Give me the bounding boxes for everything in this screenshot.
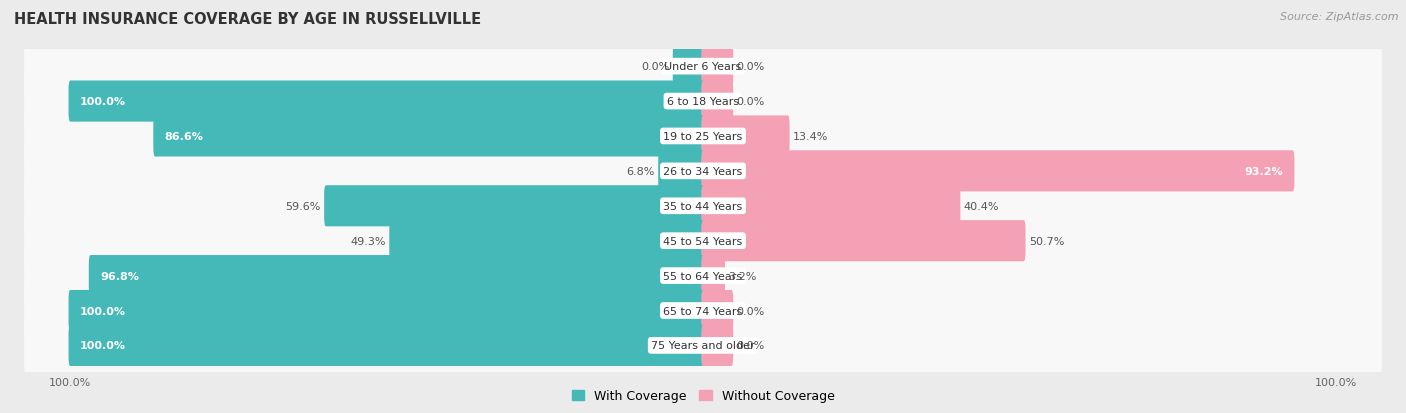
- FancyBboxPatch shape: [702, 221, 1025, 261]
- Text: 19 to 25 Years: 19 to 25 Years: [664, 132, 742, 142]
- FancyBboxPatch shape: [702, 186, 960, 227]
- Text: 45 to 54 Years: 45 to 54 Years: [664, 236, 742, 246]
- Text: 40.4%: 40.4%: [963, 201, 1000, 211]
- Text: 6.8%: 6.8%: [627, 166, 655, 176]
- Text: 0.0%: 0.0%: [737, 306, 765, 316]
- FancyBboxPatch shape: [24, 282, 1382, 339]
- Text: 35 to 44 Years: 35 to 44 Years: [664, 201, 742, 211]
- Text: 75 Years and older: 75 Years and older: [651, 341, 755, 351]
- FancyBboxPatch shape: [153, 116, 704, 157]
- FancyBboxPatch shape: [24, 247, 1382, 305]
- FancyBboxPatch shape: [389, 221, 704, 261]
- FancyBboxPatch shape: [24, 212, 1382, 270]
- FancyBboxPatch shape: [672, 46, 704, 88]
- FancyBboxPatch shape: [89, 255, 704, 297]
- FancyBboxPatch shape: [24, 142, 1382, 200]
- Text: 6 to 18 Years: 6 to 18 Years: [666, 97, 740, 107]
- Legend: With Coverage, Without Coverage: With Coverage, Without Coverage: [567, 385, 839, 407]
- FancyBboxPatch shape: [69, 325, 704, 366]
- Text: 50.7%: 50.7%: [1029, 236, 1064, 246]
- FancyBboxPatch shape: [702, 46, 734, 88]
- Text: 100.0%: 100.0%: [80, 97, 125, 107]
- Text: 0.0%: 0.0%: [737, 62, 765, 72]
- FancyBboxPatch shape: [702, 290, 734, 331]
- Text: 3.2%: 3.2%: [728, 271, 756, 281]
- Text: 93.2%: 93.2%: [1244, 166, 1284, 176]
- Text: 13.4%: 13.4%: [793, 132, 828, 142]
- Text: 55 to 64 Years: 55 to 64 Years: [664, 271, 742, 281]
- FancyBboxPatch shape: [702, 116, 790, 157]
- Text: 0.0%: 0.0%: [737, 341, 765, 351]
- FancyBboxPatch shape: [24, 108, 1382, 166]
- Text: 0.0%: 0.0%: [737, 97, 765, 107]
- Text: 96.8%: 96.8%: [100, 271, 139, 281]
- Text: HEALTH INSURANCE COVERAGE BY AGE IN RUSSELLVILLE: HEALTH INSURANCE COVERAGE BY AGE IN RUSS…: [14, 12, 481, 27]
- FancyBboxPatch shape: [702, 325, 734, 366]
- Text: 49.3%: 49.3%: [350, 236, 387, 246]
- Text: 26 to 34 Years: 26 to 34 Years: [664, 166, 742, 176]
- FancyBboxPatch shape: [702, 81, 734, 122]
- FancyBboxPatch shape: [702, 255, 725, 297]
- FancyBboxPatch shape: [24, 38, 1382, 96]
- FancyBboxPatch shape: [69, 81, 704, 122]
- Text: 86.6%: 86.6%: [165, 132, 204, 142]
- FancyBboxPatch shape: [325, 186, 704, 227]
- FancyBboxPatch shape: [702, 151, 1295, 192]
- FancyBboxPatch shape: [658, 151, 704, 192]
- Text: 100.0%: 100.0%: [80, 341, 125, 351]
- Text: 100.0%: 100.0%: [80, 306, 125, 316]
- FancyBboxPatch shape: [24, 73, 1382, 131]
- Text: Source: ZipAtlas.com: Source: ZipAtlas.com: [1281, 12, 1399, 22]
- Text: 65 to 74 Years: 65 to 74 Years: [664, 306, 742, 316]
- Text: 0.0%: 0.0%: [641, 62, 669, 72]
- Text: Under 6 Years: Under 6 Years: [665, 62, 741, 72]
- Text: 59.6%: 59.6%: [285, 201, 321, 211]
- FancyBboxPatch shape: [69, 290, 704, 331]
- FancyBboxPatch shape: [24, 317, 1382, 374]
- FancyBboxPatch shape: [24, 178, 1382, 235]
